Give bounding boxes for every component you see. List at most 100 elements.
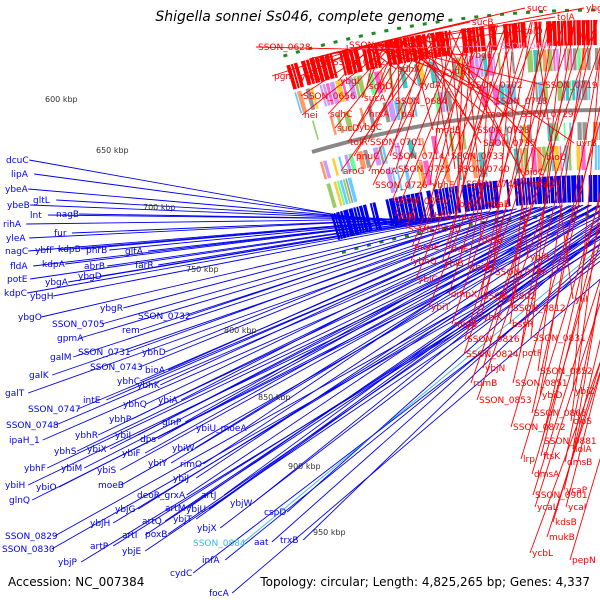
gene-feature [556,80,563,101]
gene-label: SSON_0728 [477,126,530,136]
leader-line [534,21,574,300]
gene-feature [485,181,492,209]
gene-feature [569,48,573,71]
gene-feature [466,183,475,212]
leader-line [255,46,349,50]
gene-label: kdpC [4,289,27,299]
kbp-tick-label: 800 kbp [224,326,257,335]
gene-feature [363,149,372,169]
gene-feature [345,178,354,203]
gene-label: moaD [529,180,556,190]
gene-label: ybhR [75,431,98,441]
gene-label: clpS [573,417,592,427]
gene-feature [503,23,510,50]
leader-line [448,22,532,295]
gene-label: seqA [311,55,334,65]
gene-feature [341,79,349,102]
leader-line [552,361,600,523]
leader-line [476,46,600,401]
gene-label: bioA [145,366,166,376]
gene-label: ycbL [532,549,553,559]
gene-label: SSON_0702 [470,81,523,91]
gene-feature [433,189,443,217]
gene-label: kdpA [42,260,66,270]
accession-text: Accession: NC_007384 [8,575,145,589]
gene-label: rimO [180,460,202,470]
gene-label: SSON_0830 [2,545,55,555]
leader-line [531,241,600,475]
gene-feature [324,54,335,80]
gene-label: ipaH_1 [9,436,40,446]
gene-label: ybeB [7,201,30,211]
gene-label: SSON_0735 [483,139,536,149]
gene-label: moeB [98,481,124,491]
gene-feature [550,146,555,172]
gene-label: ycaL [537,503,558,513]
leader-line [140,206,545,382]
gene-feature [394,143,400,162]
gene-feature [410,193,420,221]
gene-feature [577,122,582,141]
gene-feature [390,167,398,193]
gene-feature [498,84,506,105]
gene-label: cydC [170,569,192,579]
gene-label: ybhF [24,464,46,474]
leader-line [409,36,434,131]
gene-feature [490,25,498,51]
leader-line [186,217,600,496]
leader-line [512,19,598,384]
gene-feature [549,176,555,204]
gene-label: ybjU [186,505,206,515]
gene-label: ybeA [5,185,29,195]
gene-feature [395,166,403,192]
gene-feature [532,177,537,205]
leader-line [509,20,554,325]
leader-line [537,20,589,372]
leader-line [428,33,450,157]
leader-line [502,24,529,258]
gene-label: pgm [274,72,294,82]
leader-line [540,221,600,457]
gene-label: ompX [451,290,477,300]
leader-line [418,34,575,144]
leader-line [194,204,589,449]
leader-line [334,36,409,129]
gene-label: ybhQ [413,257,437,267]
gene-feature [296,90,308,113]
gene-feature [566,175,572,203]
gene-feature [504,83,512,105]
gene-feature [522,147,530,173]
leader-line [132,205,570,420]
gene-feature [533,49,539,73]
gene-feature [442,157,452,183]
gene-label: bioD [546,153,567,163]
gene-feature [497,52,502,75]
gene-label: dps [140,435,156,445]
gene-feature [510,83,517,104]
gene-feature [460,28,469,54]
gene-label: ybiI [115,431,131,441]
gene-label: ybiC [418,275,438,285]
leader-line [219,236,600,529]
leader-line [409,36,476,131]
gene-label: ybjP [58,558,78,568]
gene-label: ybgE [470,51,493,61]
gene-feature [524,177,528,205]
gene-label: artI [122,531,137,541]
gene-label: SSON_0714 [392,152,445,162]
gene-label: SSON_0725 [398,165,451,175]
leader-line [569,457,600,561]
gene-label: fur [54,229,67,239]
gene-label: SSON_0719 [545,81,598,91]
gene-feature [563,122,566,141]
gene-label: dmsB [567,458,592,468]
leader-line [391,28,463,202]
leader-line [405,26,483,230]
gene-feature [388,197,400,226]
gene-feature [359,107,367,128]
gene-label: ybjG [115,505,136,515]
leader-line [301,38,399,116]
gene-label: SSON_0796 [495,268,548,278]
gene-label: dmsA [534,470,560,480]
